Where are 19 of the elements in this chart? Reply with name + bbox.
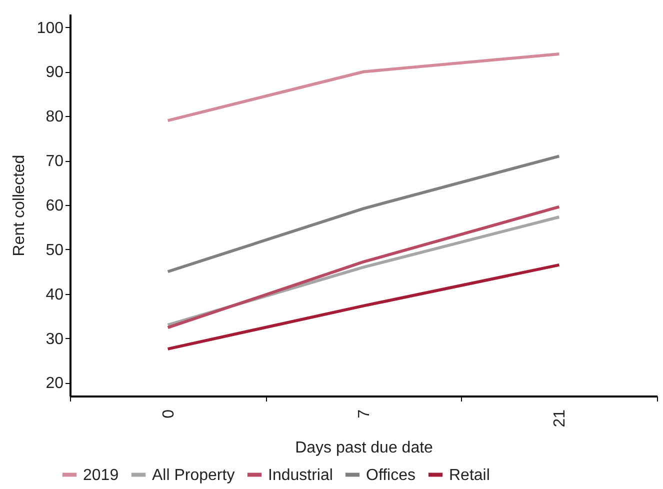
legend-label: Offices <box>366 466 416 484</box>
x-axis-title: Days past due date <box>295 439 434 456</box>
y-tick-label: 60 <box>46 198 64 214</box>
y-tick-label: 50 <box>46 242 64 259</box>
y-axis-title: Rent collected <box>10 154 28 256</box>
y-tick-label: 90 <box>46 64 64 82</box>
y-tick-label: 100 <box>36 20 64 37</box>
x-tick-label: 21 <box>552 409 569 428</box>
legend-label: 2019 <box>83 466 119 484</box>
legend-label: Industrial <box>268 466 333 484</box>
y-tick-label: 30 <box>46 330 64 348</box>
y-tick-label: 40 <box>46 286 64 304</box>
x-tick-label: 7 <box>356 409 373 418</box>
y-tick-label: 20 <box>46 375 64 392</box>
legend-label: Retail <box>449 466 490 484</box>
x-tick-label: 0 <box>160 409 178 418</box>
y-tick-label: 70 <box>46 153 64 170</box>
y-tick-label: 80 <box>46 108 64 126</box>
legend-label: All Property <box>152 466 235 484</box>
